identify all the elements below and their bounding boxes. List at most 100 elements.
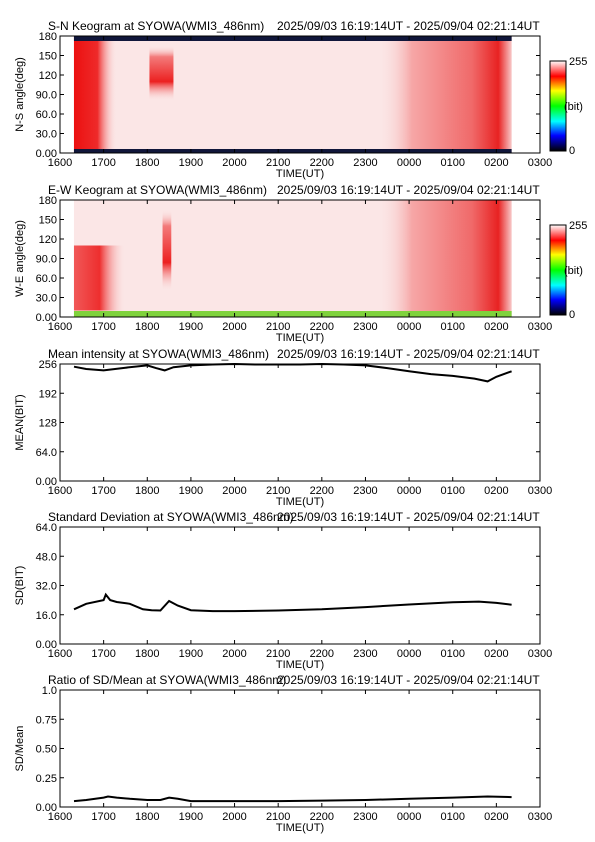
plot-frame [59,689,541,808]
y-tick-label: 0.00 [36,639,57,651]
x-tick-label: 0200 [484,485,508,497]
x-tick-label: 0300 [528,648,552,660]
panel-5: Ratio of SD/Mean at SYOWA(WMI3_486nm)202… [14,673,552,834]
time-range: 2025/09/03 16:19:14UT - 2025/09/04 02:21… [277,19,540,33]
data-line [73,362,512,383]
x-tick-label: 1800 [135,157,159,169]
x-tick-label: 2000 [222,157,246,169]
x-tick-label: 0200 [484,321,508,333]
x-tick-label: 0300 [528,811,552,823]
x-tick-label: 1800 [135,485,159,497]
x-tick-label: 1900 [179,321,203,333]
y-tick-label: 90.0 [36,90,57,102]
y-axis-label: MEAN(BIT) [14,394,26,450]
panel-title: S-N Keogram at SYOWA(WMI3_486nm) [48,19,264,33]
x-tick-label: 2300 [353,811,377,823]
x-tick-label: 2100 [266,648,290,660]
x-tick-label: 1600 [48,485,72,497]
y-tick-label: 60.0 [36,273,57,285]
keogram-bottom-edge [73,311,512,317]
x-tick-label: 0300 [528,321,552,333]
y-tick-label: 256 [39,359,57,371]
x-tick-label: 2300 [353,157,377,169]
colorbar-unit-label: (bit) [564,101,583,113]
y-tick-label: 0.00 [36,802,57,814]
x-tick-label: 1600 [48,648,72,660]
y-axis-label: SD/Mean [14,726,26,772]
x-tick-label: 2300 [353,648,377,660]
x-tick-label: 2000 [222,648,246,660]
panel-3: Mean intensity at SYOWA(WMI3_486nm) 2025/… [14,347,552,508]
x-tick-label: 0100 [440,485,464,497]
colorbar-max-label: 255 [569,56,587,68]
colorbar-min-label: 0 [569,309,575,321]
y-tick-label: 30.0 [36,129,57,141]
time-range: 2025/09/03 16:19:14UT - 2025/09/04 02:21… [277,347,540,361]
x-tick-label: 2100 [266,811,290,823]
x-tick-label: 1900 [179,485,203,497]
y-axis-label: W-E angle(deg) [14,220,26,297]
x-tick-label: 1800 [135,811,159,823]
x-tick-label: 2000 [222,811,246,823]
y-tick-label: 0.50 [36,744,57,756]
y-tick-label: 16.0 [36,610,57,622]
y-tick-label: 0.00 [36,476,57,488]
x-tick-label: 2300 [353,485,377,497]
x-tick-label: 0200 [484,811,508,823]
y-axis-label: N-S angle(deg) [14,57,26,132]
x-tick-label: 2200 [310,811,334,823]
keogram-feature [149,45,174,101]
colorbar-min-label: 0 [569,145,575,157]
panel-title: Mean intensity at SYOWA(WMI3_486nm) [48,347,269,361]
x-tick-label: 2100 [266,485,290,497]
keogram-feature [162,209,172,291]
y-tick-label: 0.75 [36,714,57,726]
time-range: 2025/09/03 16:19:14UT - 2025/09/04 02:21… [277,673,540,687]
keogram-feature [73,36,117,153]
panel-2: E-W Keogram at SYOWA(WMI3_486nm) 2025/09/… [14,183,587,344]
x-tick-label: 0000 [397,157,421,169]
y-tick-label: 30.0 [36,293,57,305]
panel-title: E-W Keogram at SYOWA(WMI3_486nm) [48,183,267,197]
x-tick-label: 0100 [440,648,464,660]
x-tick-label: 1700 [91,811,115,823]
x-tick-label: 1600 [48,321,72,333]
colorbar [549,60,567,152]
x-tick-label: 1800 [135,321,159,333]
x-tick-label: 0200 [484,157,508,169]
x-tick-label: 1600 [48,157,72,169]
y-tick-label: 64.0 [36,522,57,534]
x-tick-label: 0100 [440,811,464,823]
y-tick-label: 60.0 [36,109,57,121]
panel-1: S-N Keogram at SYOWA(WMI3_486nm) 2025/09/… [14,19,587,180]
keogram-bottom-edge [73,149,512,153]
x-tick-label: 0300 [528,485,552,497]
y-tick-label: 128 [39,418,57,430]
x-tick-label: 2200 [310,321,334,333]
x-axis-label: TIME(UT) [276,822,324,834]
x-tick-label: 1700 [91,157,115,169]
plot-frame [59,526,541,645]
y-tick-label: 150 [39,51,57,63]
x-tick-label: 1900 [179,811,203,823]
x-tick-label: 2200 [310,485,334,497]
x-axis-label: TIME(UT) [276,168,324,180]
y-tick-label: 192 [39,388,57,400]
x-axis-label: TIME(UT) [276,496,324,508]
x-tick-label: 0300 [528,157,552,169]
x-tick-label: 1700 [91,648,115,660]
x-tick-label: 1700 [91,321,115,333]
keogram-top-edge [73,36,512,41]
colorbar [549,224,567,316]
colorbar-max-label: 255 [569,220,587,232]
y-tick-label: 1.0 [42,685,57,697]
keogram-feature [73,245,126,311]
y-tick-label: 48.0 [36,551,57,563]
x-axis-label: TIME(UT) [276,659,324,671]
x-tick-label: 2300 [353,321,377,333]
x-tick-label: 0000 [397,811,421,823]
keogram-feature [378,36,512,153]
x-axis-label: TIME(UT) [276,332,324,344]
time-range: 2025/09/03 16:19:14UT - 2025/09/04 02:21… [277,183,540,197]
